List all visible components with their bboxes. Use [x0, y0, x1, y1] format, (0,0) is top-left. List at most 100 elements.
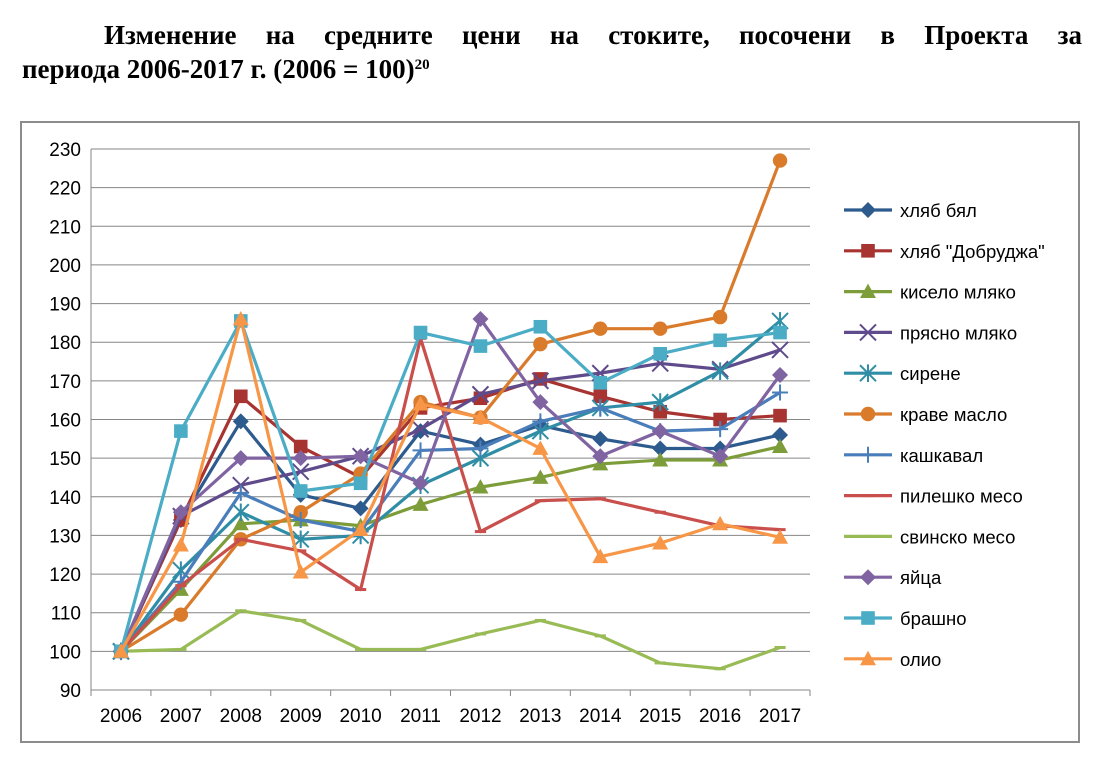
series-line-2 [119, 444, 782, 653]
y-tick-label-90: 90 [60, 681, 81, 702]
x-tick-label-2009: 2009 [280, 706, 322, 727]
x-tick-label-2012: 2012 [459, 706, 501, 727]
data-point-s4-2015 [651, 393, 669, 411]
footnote-ref: 20 [414, 57, 430, 73]
data-point-s11-2006 [112, 643, 129, 658]
chart-frame: 90 100 110 120 130 140 150 160 170 180 190 200 210 22… [20, 121, 1080, 743]
legend-label-8: свинско месо [900, 526, 1015, 547]
y-tick-label-110: 110 [51, 604, 81, 625]
data-point-s11-2013 [532, 440, 549, 455]
data-point-s9-2016 [712, 448, 729, 465]
legend-marker-2 [860, 283, 876, 298]
data-point-s9-2009 [292, 450, 309, 467]
data-point-s0-2015 [652, 440, 669, 457]
y-tick-label-220: 220 [49, 179, 81, 200]
series-line-4 [119, 319, 782, 653]
data-point-s5-2014 [593, 321, 608, 336]
data-point-s3-2011 [411, 420, 430, 438]
legend-label-11: олио [900, 649, 941, 670]
x-tick-label-2016: 2016 [699, 706, 741, 727]
data-point-s11-2007 [172, 537, 189, 552]
data-point-s11-2014 [592, 548, 609, 564]
data-point-s1-2017 [773, 408, 787, 423]
data-point-s2-2011 [412, 496, 429, 511]
series-line-6 [119, 390, 782, 653]
heading-line-2: периода 2006-2017 г. (2006 = 100)20 [22, 52, 1082, 86]
data-point-s11-2011 [412, 396, 429, 411]
data-point-s10-2009 [293, 484, 308, 498]
y-tick-label-170: 170 [49, 372, 81, 393]
y-tick-label-210: 210 [49, 217, 81, 238]
data-point-s9-2012 [472, 311, 489, 328]
data-point-s5-2017 [772, 153, 788, 168]
data-point-s1-2016 [713, 412, 727, 427]
x-tick-label-2013: 2013 [519, 706, 561, 727]
data-point-s2-2015 [652, 452, 669, 467]
data-point-s4-2008 [232, 503, 250, 522]
legend-label-9: яйца [900, 567, 942, 588]
data-point-s1-2014 [593, 389, 608, 404]
legend-label-10: брашно [900, 608, 967, 629]
x-tick-label-2011: 2011 [400, 706, 441, 727]
x-tick-label-2007: 2007 [160, 706, 202, 727]
series-line-7 [119, 336, 782, 653]
data-point-s3-2013 [531, 372, 550, 390]
x-tick-label-2006: 2006 [100, 706, 142, 727]
data-point-s10-2013 [533, 319, 548, 334]
data-point-s6-2014 [592, 399, 609, 416]
data-point-s9-2017 [772, 367, 789, 384]
legend-marker-3 [859, 323, 877, 342]
legend-label-1: хляб "Добруджа" [900, 241, 1045, 262]
data-point-s5-2015 [653, 321, 668, 336]
legend-marker-6 [860, 446, 876, 463]
data-point-s5-2013 [533, 336, 548, 352]
data-point-s10-2007 [174, 424, 188, 438]
series-line-10 [119, 319, 782, 653]
data-point-s0-2008 [232, 413, 249, 430]
data-point-s9-2011 [412, 475, 429, 492]
data-point-s11-2015 [652, 535, 669, 550]
legend-marker-11 [860, 650, 876, 666]
data-point-s11-2010 [352, 521, 369, 537]
legend-marker-9 [860, 569, 876, 586]
legend-marker-1 [861, 244, 875, 258]
legend-label-6: кашкавал [900, 445, 983, 466]
legend-label-4: сирене [900, 363, 961, 384]
data-point-s2-2008 [232, 515, 249, 531]
data-point-s9-2008 [232, 450, 249, 467]
data-point-s9-2007 [172, 504, 189, 521]
y-tick-label-140: 140 [49, 488, 81, 509]
data-point-s6-2012 [472, 440, 489, 457]
legend-label-0: хляб бял [900, 200, 977, 221]
data-point-s2-2013 [532, 469, 549, 484]
x-tick-label-2014: 2014 [579, 706, 622, 727]
data-point-s2-2017 [772, 438, 789, 453]
legend-label-2: кисело мляко [900, 282, 1016, 303]
data-point-s6-2013 [532, 413, 549, 430]
legend-marker-0 [860, 202, 876, 218]
data-point-s6-2008 [232, 484, 249, 501]
series-line-11 [119, 317, 782, 653]
data-point-s5-2016 [712, 309, 728, 325]
data-point-s9-2015 [652, 423, 669, 440]
data-point-s10-2016 [713, 333, 727, 348]
heading-line-2-text: периода 2006-2017 г. (2006 = 100) [22, 54, 415, 84]
data-point-s6-2011 [412, 442, 429, 459]
series-line-5 [119, 158, 782, 653]
y-tick-label-120: 120 [49, 565, 81, 586]
data-point-s1-2009 [293, 439, 308, 454]
legend-marker-10 [861, 611, 875, 625]
data-point-s11-2012 [472, 409, 489, 424]
series-line-8 [119, 609, 782, 671]
line-chart: 90 100 110 120 130 140 150 160 170 180 190 200 210 22… [49, 140, 1045, 727]
y-tick-label-100: 100 [49, 642, 81, 663]
data-point-s2-2012 [472, 479, 489, 494]
data-point-s4-2016 [711, 362, 729, 380]
data-point-s6-2016 [712, 421, 729, 438]
legend-label-7: пилешко месо [900, 486, 1023, 507]
data-point-s10-2017 [773, 325, 787, 340]
y-tick-label-150: 150 [49, 449, 81, 470]
data-point-s0-2017 [772, 426, 789, 443]
legend-label-5: краве масло [900, 404, 1007, 425]
data-point-s10-2012 [473, 339, 488, 353]
